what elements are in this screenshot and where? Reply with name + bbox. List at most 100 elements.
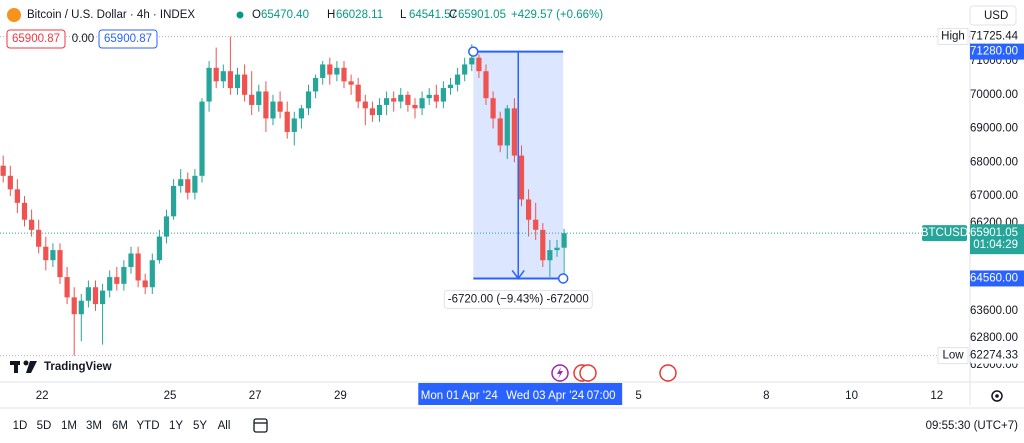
flag-icon[interactable] <box>659 364 677 382</box>
candle-body <box>504 108 510 146</box>
measure-price-box <box>970 43 1024 60</box>
candle-body <box>327 64 333 75</box>
candle-body <box>412 104 418 109</box>
level-value-box <box>971 28 1024 45</box>
candle-body <box>533 219 539 230</box>
ohlc-value: 65470.40 <box>261 9 309 21</box>
candle-body <box>64 277 70 298</box>
timeframe-button[interactable]: 1Y <box>169 420 183 432</box>
candle-body <box>405 94 411 105</box>
candle-body <box>142 280 148 288</box>
last-value: 65901.05 <box>970 227 1018 239</box>
candle-body <box>199 101 205 176</box>
symbol: Bitcoin / U.S. Dollar · 4h · INDEX <box>27 9 195 21</box>
logo-part <box>14 361 18 373</box>
candle-body <box>383 98 390 105</box>
candle-body <box>185 179 191 193</box>
candle-body <box>263 91 269 119</box>
logo-part <box>23 360 29 366</box>
candle-body <box>36 229 42 247</box>
candle-body <box>135 253 141 281</box>
event-icon-bolt <box>557 367 563 379</box>
candle-body <box>170 185 177 217</box>
measure-handle[interactable] <box>557 273 569 284</box>
candle-body <box>213 67 219 82</box>
candle-body <box>29 219 35 230</box>
currency-box[interactable] <box>969 5 1017 26</box>
ohlc-value: 66028.11 <box>336 9 383 21</box>
level-name: Low <box>942 350 964 362</box>
measure-label-box <box>443 289 593 309</box>
candle-body <box>0 165 6 176</box>
candle-body <box>78 300 84 315</box>
x-tick-label: 25 <box>164 390 177 402</box>
clock: 09:55:30 (UTC+7) <box>926 420 1019 432</box>
candle-body <box>525 199 532 220</box>
candle-body <box>376 104 383 116</box>
bid-box[interactable] <box>6 29 66 49</box>
candle-body <box>156 236 163 261</box>
measure-price-box <box>970 270 1024 287</box>
ohlc-value: 65901.05 <box>458 9 506 21</box>
x-tick-label: 27 <box>249 390 262 402</box>
candle-body <box>99 290 106 305</box>
candle-body <box>497 118 503 146</box>
candle-body <box>518 155 525 200</box>
x-tick-label: 5 <box>635 390 641 402</box>
candle-body <box>483 71 489 99</box>
candle-body <box>561 233 567 248</box>
last-name-box <box>922 225 967 242</box>
brand: TradingView <box>44 361 112 373</box>
ohlc-key: L <box>400 9 407 21</box>
candle-body <box>163 216 170 237</box>
level-value-box <box>971 347 1024 364</box>
timeframe-button[interactable]: 6M <box>112 420 128 432</box>
timeframe-button[interactable]: YTD <box>137 420 160 432</box>
candle-body <box>447 84 454 89</box>
currency: USD <box>984 10 1008 22</box>
measure-handle[interactable] <box>468 46 479 57</box>
tradingview-logo <box>10 360 37 373</box>
countdown: 01:04:29 <box>973 239 1018 251</box>
candle-body <box>398 94 404 102</box>
candle-body <box>426 94 432 99</box>
timeframe-button[interactable]: All <box>218 420 231 432</box>
candle-body <box>57 250 63 278</box>
time-highlight-label: 07:00 <box>587 390 616 402</box>
flag-icon[interactable] <box>579 364 597 382</box>
measure-price: 71280.00 <box>970 46 1018 58</box>
timeframe-button[interactable]: 5Y <box>193 420 207 432</box>
level-name: High <box>941 31 965 43</box>
timeframe-button[interactable]: 1M <box>61 420 77 432</box>
timeframe-button[interactable]: 3M <box>86 420 102 432</box>
time-highlight-label: Mon 01 Apr '24 <box>421 390 499 402</box>
gear <box>991 390 1003 402</box>
x-tick-label: 22 <box>36 390 49 402</box>
candle-body <box>220 71 226 82</box>
candle-body <box>178 179 184 186</box>
candle-body <box>362 101 368 109</box>
candle-body <box>298 108 304 119</box>
ask-box[interactable] <box>98 29 158 49</box>
y-tick-label: 71000.00 <box>970 55 1018 67</box>
gear-center <box>995 394 999 398</box>
measure-label: -6720.00 (−9.43%) -672000 <box>448 293 589 305</box>
candle-body <box>355 84 361 102</box>
level-value: 71725.44 <box>970 31 1019 43</box>
candle-body <box>114 277 120 284</box>
candle-body <box>277 101 283 112</box>
ohlc-value: 64541.57 <box>409 9 457 21</box>
y-tick-label: 63600.00 <box>970 305 1018 317</box>
candle-body <box>128 253 134 267</box>
calendar-icon[interactable] <box>253 418 268 433</box>
x-tick-label: 29 <box>334 390 347 402</box>
settings-icon[interactable] <box>991 390 1003 402</box>
candle-body <box>511 108 517 156</box>
candle-body <box>7 175 13 190</box>
candle-body <box>476 57 482 72</box>
timeframe-button[interactable]: 1D <box>13 420 28 432</box>
calendar-frame <box>253 418 268 433</box>
timeframe-button[interactable]: 5D <box>37 420 52 432</box>
